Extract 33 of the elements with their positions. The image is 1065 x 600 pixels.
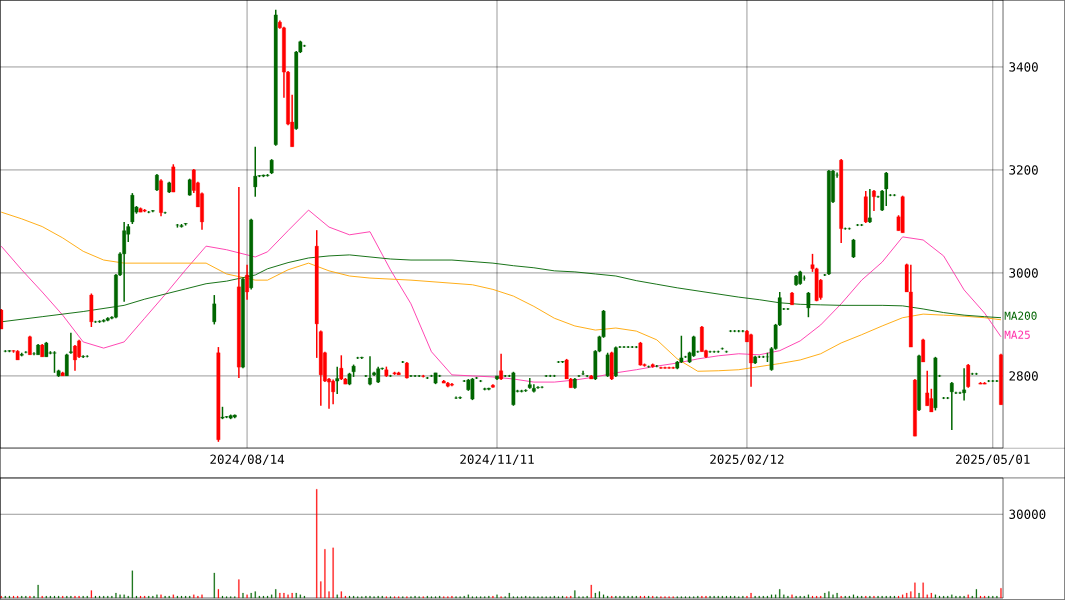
candlestick	[962, 367, 966, 402]
candlestick	[884, 171, 889, 207]
y-tick-label: 30000	[1009, 509, 1046, 519]
y-tick-label: 3000	[1009, 268, 1038, 278]
candlestick	[73, 344, 77, 372]
x-tick-label: 2025/02/12	[710, 454, 784, 465]
candlestick	[212, 294, 217, 326]
candlestick	[949, 381, 954, 431]
candlestick	[605, 351, 610, 378]
candlestick	[499, 353, 503, 381]
candlestick	[368, 355, 372, 386]
y-tick-label: 2800	[1009, 371, 1038, 381]
candlestick	[872, 189, 876, 212]
x-tick-label: 2024/11/11	[460, 454, 534, 465]
series-label: MA25	[1004, 330, 1030, 339]
candlestick	[581, 370, 585, 376]
candlestick	[868, 188, 872, 224]
candlestick	[122, 221, 127, 303]
candlestick	[806, 291, 811, 318]
x-tick-label: 2025/05/01	[956, 454, 1030, 465]
candlestick	[335, 365, 340, 395]
candlestick	[245, 263, 249, 301]
candlestick	[339, 354, 344, 381]
candlestick	[929, 388, 934, 413]
y-tick-label: 3400	[1009, 62, 1038, 72]
candlestick	[253, 146, 258, 198]
y-tick-label: 3200	[1009, 165, 1038, 175]
candlestick	[966, 363, 971, 389]
candlestick	[331, 378, 335, 405]
series-label: MA200	[1004, 311, 1037, 320]
candlestick	[52, 350, 57, 374]
candlestick	[69, 331, 73, 355]
x-tick-label: 2024/08/14	[210, 454, 285, 465]
